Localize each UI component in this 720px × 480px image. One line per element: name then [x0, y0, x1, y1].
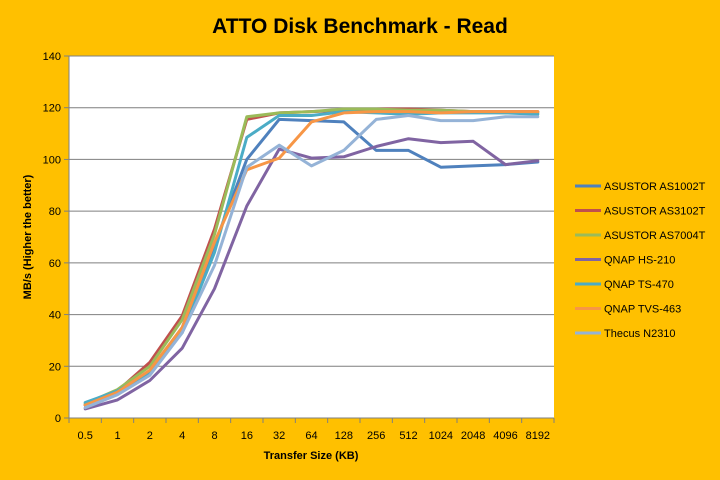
- chart-title: ATTO Disk Benchmark - Read: [212, 15, 508, 38]
- y-tick-label: 0: [55, 413, 61, 425]
- legend-label: ASUSTOR AS1002T: [604, 181, 706, 193]
- x-axis-ticks: 0.5 1 2 4 8 16 32 64 128 256 512 1024 2048 4096 8192: [68, 417, 555, 442]
- legend-label: ASUSTOR AS3102T: [604, 206, 706, 218]
- y-tick-label: 80: [49, 206, 61, 218]
- legend-label: ASUSTOR AS7004T: [604, 230, 706, 242]
- legend: ASUSTOR AS1002T ASUSTOR AS3102T ASUSTOR AS…: [575, 181, 706, 340]
- x-tick-label: 256: [367, 430, 385, 442]
- y-axis-label: MB/s (Higher the better): [22, 174, 34, 299]
- x-tick-label: 8192: [526, 430, 550, 442]
- x-tick-label: 64: [305, 430, 317, 442]
- series-lines: [83, 107, 540, 411]
- series-line-3: [83, 137, 540, 411]
- x-tick-label: 2: [147, 430, 153, 442]
- y-axis-ticks: 0 20 40 60 80 100 120 140: [43, 51, 70, 425]
- x-tick-label: 4: [179, 430, 185, 442]
- x-tick-label: 16: [241, 430, 253, 442]
- x-tick-label: 32: [273, 430, 285, 442]
- legend-label: QNAP TS-470: [604, 279, 674, 291]
- y-tick-label: 60: [49, 258, 61, 270]
- y-tick-label: 40: [49, 310, 61, 322]
- x-tick-label: 4096: [493, 430, 517, 442]
- x-tick-label: 1: [114, 430, 120, 442]
- x-tick-label: 8: [211, 430, 217, 442]
- y-tick-label: 20: [49, 361, 61, 373]
- x-tick-label: 0.5: [78, 430, 93, 442]
- x-tick-label: 512: [399, 430, 417, 442]
- legend-label: QNAP TVS-463: [604, 304, 681, 316]
- series-line-6: [83, 114, 540, 410]
- series-line-5: [83, 110, 540, 407]
- x-tick-label: 128: [335, 430, 353, 442]
- y-tick-label: 140: [43, 51, 61, 63]
- x-tick-label: 2048: [461, 430, 485, 442]
- legend-label: Thecus N2310: [604, 328, 676, 340]
- x-axis-label: Transfer Size (KB): [264, 450, 359, 462]
- y-tick-label: 120: [43, 103, 61, 115]
- legend-label: QNAP HS-210: [604, 255, 675, 267]
- y-tick-label: 100: [43, 154, 61, 166]
- x-tick-label: 1024: [429, 430, 453, 442]
